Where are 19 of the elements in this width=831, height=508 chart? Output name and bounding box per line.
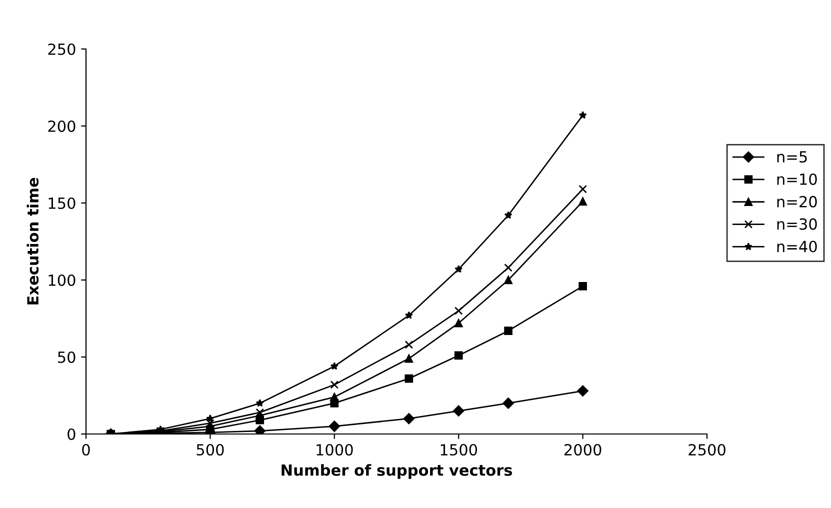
x-tick-label: 1500 — [440, 444, 478, 456]
legend-label: n=5 — [777, 151, 807, 163]
x-tick-label: 0 — [82, 444, 90, 456]
x-tick-label: 1000 — [316, 444, 353, 456]
x-tick-label: 500 — [196, 444, 224, 456]
y-tick-label: 0 — [68, 428, 76, 440]
y-axis-title: Execution time — [26, 178, 39, 304]
y-tick-label: 200 — [48, 120, 76, 132]
x-tick-label: 2500 — [688, 444, 726, 456]
y-tick-label: 150 — [48, 197, 76, 210]
y-tick-label: 50 — [58, 351, 76, 364]
legend-label: n=30 — [777, 218, 817, 230]
legend-label: n=20 — [777, 196, 817, 208]
y-tick-label: 100 — [48, 274, 76, 286]
legend-label: n=40 — [777, 240, 817, 252]
x-tick-label: 2000 — [564, 444, 602, 456]
y-tick-label: 250 — [48, 43, 76, 56]
legend-label: n=10 — [777, 173, 817, 186]
x-axis-title: Number of support vectors — [282, 464, 512, 479]
